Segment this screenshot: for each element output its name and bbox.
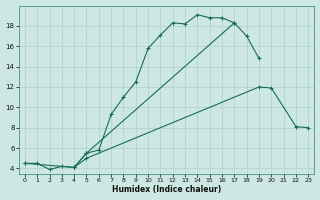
X-axis label: Humidex (Indice chaleur): Humidex (Indice chaleur) xyxy=(112,185,221,194)
